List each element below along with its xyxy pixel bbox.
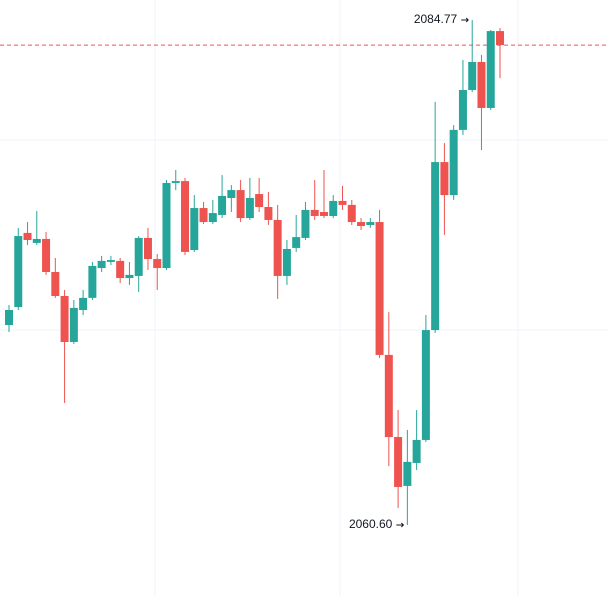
candle-body [440,162,449,196]
candle-body [171,181,180,183]
candle-body [236,190,245,219]
candle-body [282,248,291,276]
candle-body [14,236,23,308]
candle-body [292,237,301,248]
candle-body [412,439,421,463]
candle-body [375,222,384,355]
candle-body [486,31,495,108]
candle-body [227,190,236,199]
candle-body [458,89,467,130]
candle-body [357,222,366,227]
candle-body [264,206,273,220]
candle-body [347,204,356,223]
candle-body [125,274,134,279]
candle-body [403,461,412,486]
candle-body [143,237,152,260]
candle-body [32,238,41,243]
candle-body [42,238,51,272]
candle-body [449,129,458,196]
candle-body [468,61,477,90]
candle-body [431,162,440,331]
candle-body [329,200,338,216]
candle-body [208,213,217,223]
plot-area: 2084.77 2060.60 [0,12,608,531]
high-arrow [461,17,469,23]
candle-body [134,237,143,276]
candle-body [153,259,162,269]
low-arrow [396,522,405,528]
candle-body [181,181,190,252]
candle-body [88,265,97,298]
candle-body [51,271,60,297]
candle-body [106,260,115,262]
candle-body [162,182,171,269]
candle-body [116,260,125,279]
high-label: 2084.77 [414,12,458,26]
candle-body [199,208,208,223]
candle-body [273,219,282,276]
candle-body [255,194,264,207]
candle-body [319,212,328,216]
candle-body [496,31,504,46]
candle-body [366,222,375,225]
low-label: 2060.60 [349,517,393,531]
candle-body [245,198,254,219]
candle-body [384,354,393,438]
candle-body [338,200,347,205]
candle-body [190,208,199,251]
candle-body [60,296,69,342]
candle-body [97,260,106,269]
candle-body [218,195,227,215]
candle-body [23,232,32,241]
candle-body [301,209,310,238]
candle-body [477,61,486,108]
candle-body [394,437,403,487]
candle-body [79,297,88,311]
candle-body [421,330,430,440]
candle-body [5,310,13,326]
candle-body [69,307,78,342]
candle-body [310,209,319,216]
